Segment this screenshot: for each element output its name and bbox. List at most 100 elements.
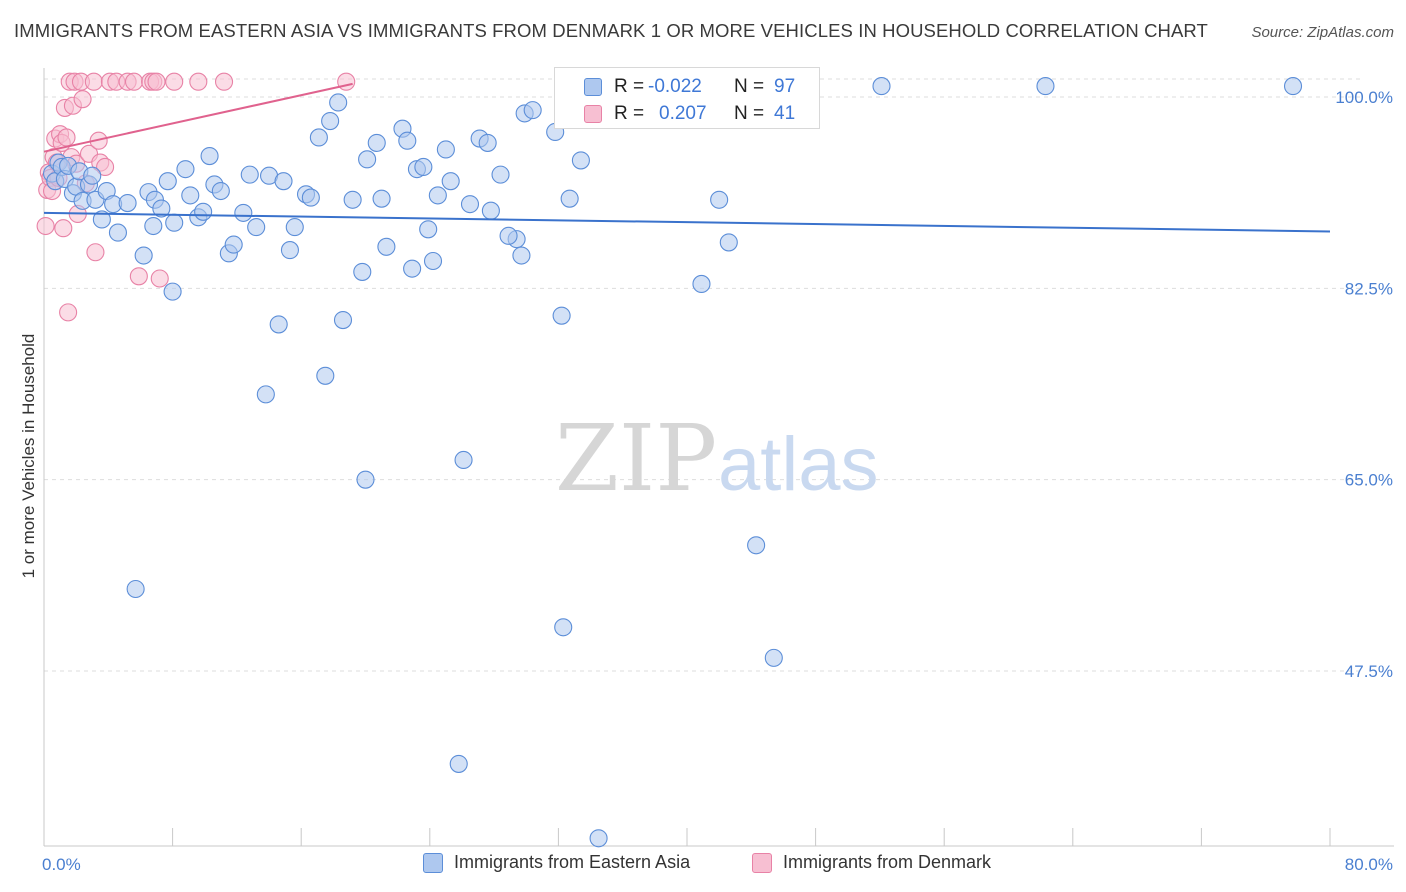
point-eastern-asia — [692, 274, 711, 294]
point-eastern-asia — [1283, 77, 1303, 96]
point-eastern-asia — [224, 235, 243, 254]
point-eastern-asia — [499, 226, 518, 245]
point-eastern-asia — [571, 151, 590, 170]
y-axis-title: 1 or more Vehicles in Household — [19, 334, 38, 579]
point-eastern-asia — [309, 128, 328, 147]
point-eastern-asia — [449, 754, 468, 773]
point-eastern-asia — [118, 194, 137, 213]
point-denmark — [57, 128, 76, 147]
point-eastern-asia — [560, 189, 579, 208]
trend-line-eastern-asia — [43, 211, 1331, 233]
source-label: Source: ZipAtlas.com — [1251, 24, 1394, 41]
point-eastern-asia — [367, 133, 386, 152]
point-eastern-asia — [710, 190, 729, 209]
point-denmark — [86, 243, 105, 262]
point-denmark — [337, 72, 356, 91]
point-eastern-asia — [454, 450, 473, 470]
point-eastern-asia — [343, 190, 362, 209]
point-eastern-asia — [872, 77, 891, 96]
point-eastern-asia — [419, 220, 438, 239]
point-eastern-asia — [428, 186, 447, 205]
y-tick-label: 47.5% — [1345, 662, 1393, 681]
legend-swatch-pink — [584, 105, 602, 123]
point-eastern-asia — [719, 233, 738, 252]
point-eastern-asia — [358, 150, 377, 169]
point-eastern-asia — [134, 246, 153, 265]
point-eastern-asia — [321, 112, 340, 131]
point-denmark — [54, 219, 73, 238]
point-eastern-asia — [83, 166, 102, 185]
point-eastern-asia — [460, 195, 480, 214]
series-denmark-points — [36, 72, 356, 322]
point-eastern-asia — [329, 93, 348, 112]
legend-n-label: N = — [734, 76, 765, 97]
legend-swatch-blue — [584, 78, 602, 96]
point-eastern-asia — [423, 251, 443, 271]
point-eastern-asia — [285, 218, 304, 237]
point-eastern-asia — [353, 262, 372, 281]
point-eastern-asia — [194, 202, 213, 221]
point-eastern-asia — [398, 131, 417, 150]
y-tick-label: 82.5% — [1345, 279, 1393, 298]
legend-r-label: R = — [614, 103, 645, 124]
point-eastern-asia — [256, 385, 275, 404]
point-eastern-asia — [377, 237, 396, 256]
point-eastern-asia — [234, 203, 253, 222]
point-eastern-asia — [92, 210, 111, 229]
point-eastern-asia — [274, 172, 293, 191]
point-eastern-asia — [512, 246, 531, 265]
point-eastern-asia — [747, 536, 766, 555]
point-eastern-asia — [152, 199, 171, 218]
point-eastern-asia — [481, 201, 500, 220]
point-eastern-asia — [165, 213, 184, 232]
point-eastern-asia — [181, 186, 200, 205]
point-eastern-asia — [1036, 77, 1055, 96]
point-eastern-asia — [280, 241, 299, 260]
point-eastern-asia — [372, 189, 391, 208]
point-eastern-asia — [441, 172, 460, 191]
point-denmark — [147, 72, 166, 91]
watermark-atlas: atlas — [718, 422, 879, 507]
point-eastern-asia — [589, 829, 608, 848]
point-eastern-asia — [552, 306, 571, 325]
point-eastern-asia — [554, 618, 573, 637]
trend-lines — [43, 82, 1331, 233]
point-eastern-asia — [163, 282, 182, 301]
point-eastern-asia — [316, 366, 335, 385]
legend-row-eastern-asia: R = -0.022 N = 97 — [555, 75, 819, 101]
stats-legend: R = -0.022 N = 97 R = 0.207 N = 41 — [554, 67, 820, 129]
point-eastern-asia — [523, 101, 542, 120]
point-eastern-asia — [414, 157, 433, 177]
y-tick-labels: 100.0% 82.5% 65.0% 47.5% — [1335, 88, 1393, 681]
point-eastern-asia — [108, 223, 127, 242]
point-denmark — [59, 303, 78, 322]
point-eastern-asia — [333, 310, 353, 330]
point-denmark — [84, 72, 103, 91]
x-tick-labels: 0.0% 80.0% — [42, 855, 1393, 874]
bottom-legend-swatch-pink — [752, 853, 772, 873]
gridlines — [44, 78, 1360, 672]
x-tick-label: 0.0% — [42, 855, 81, 874]
bottom-legend-swatch-blue — [423, 853, 443, 873]
point-eastern-asia — [269, 315, 288, 334]
point-denmark — [73, 90, 92, 109]
x-tick-label: 80.0% — [1345, 855, 1393, 874]
point-eastern-asia — [126, 579, 145, 599]
point-eastern-asia — [240, 165, 259, 184]
point-denmark — [150, 269, 169, 288]
trend-line-denmark — [43, 82, 353, 153]
legend-n-label: N = — [734, 103, 765, 124]
point-eastern-asia — [176, 160, 195, 179]
watermark: ZIP atlas — [555, 405, 879, 512]
point-eastern-asia — [158, 172, 177, 191]
point-denmark — [165, 72, 184, 91]
y-tick-label: 100.0% — [1335, 88, 1393, 107]
y-tick-label: 65.0% — [1345, 471, 1393, 490]
legend-r-label: R = — [614, 76, 645, 97]
point-eastern-asia — [436, 140, 455, 159]
legend-n-value: 41 — [774, 103, 796, 124]
legend-r-value: -0.022 — [648, 76, 702, 97]
point-denmark — [96, 157, 115, 177]
point-denmark — [189, 72, 208, 91]
